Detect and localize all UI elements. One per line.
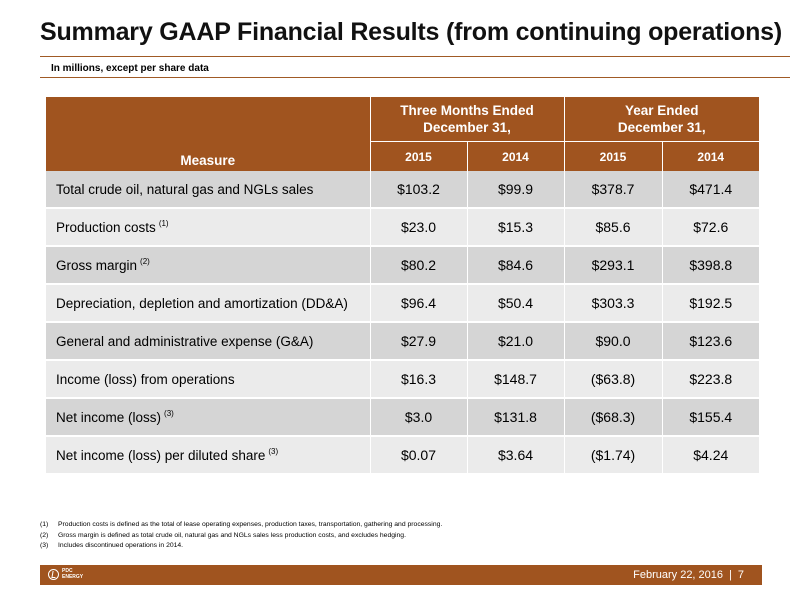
row-label-text: General and administrative expense (G&A)	[56, 333, 314, 349]
cell-value: ($63.8)	[563, 360, 663, 399]
footnotes: (1) Production costs is defined as the t…	[40, 520, 442, 552]
footnote-ref: (1)	[158, 219, 169, 228]
footnote: (2) Gross margin is defined as total cru…	[40, 531, 442, 542]
row-label-text: Depreciation, depletion and amortization…	[56, 295, 348, 311]
footnote-text: Production costs is defined as the total…	[58, 521, 443, 528]
cell-value: $471.4	[661, 171, 760, 209]
cell-value: $4.24	[661, 436, 760, 475]
cell-value: $3.0	[369, 398, 467, 437]
cell-value: $21.0	[466, 322, 565, 361]
footnote-number: (1)	[40, 521, 49, 528]
year-header: 2015	[563, 141, 663, 171]
footnote-ref: (3)	[164, 409, 174, 418]
cell-value: $16.3	[369, 360, 467, 399]
three-months-header: Three Months Ended December 31,	[369, 97, 565, 142]
table-row: Gross margin (2) $80.2 $84.6 $293.1 $398.…	[46, 246, 760, 285]
cell-value: $398.8	[661, 246, 760, 285]
row-label: Net income (loss) (3)	[46, 398, 370, 437]
page-number: 7	[737, 569, 744, 581]
cell-value: $378.7	[563, 171, 663, 209]
logo-text: PDC ENERGY	[62, 568, 83, 580]
year-header: 2014	[661, 141, 760, 171]
row-label: Depreciation, depletion and amortization…	[46, 284, 370, 323]
row-label-text: Gross margin	[56, 258, 138, 273]
cell-value: $148.7	[466, 360, 565, 399]
cell-value: $3.64	[466, 436, 565, 475]
table-row: Production costs (1) $23.0 $15.3 $85.6 $7…	[46, 208, 760, 247]
cell-value: $72.6	[661, 208, 760, 247]
table-row: General and administrative expense (G&A)…	[46, 322, 760, 361]
cell-value: $131.8	[466, 398, 565, 437]
row-label: Income (loss) from operations	[46, 360, 370, 399]
cell-value: $27.9	[369, 322, 467, 361]
footnote-number: (2)	[40, 531, 49, 539]
year-ended-header-text: Year Ended December 31,	[617, 103, 706, 135]
row-label: General and administrative expense (G&A)	[46, 322, 370, 361]
cell-value: ($68.3)	[563, 398, 663, 437]
row-label-text: Net income (loss) per diluted share	[56, 448, 266, 463]
footer-date-page: February 22, 2016 | 7	[633, 569, 744, 581]
footnote-number: (3)	[40, 542, 49, 549]
logo-line: PDC	[62, 568, 73, 574]
row-label-text: Net income (loss)	[56, 410, 162, 425]
footnote-text: Gross margin is defined as total crude o…	[58, 531, 406, 539]
cell-value: $103.2	[369, 171, 467, 209]
table-row: Net income (loss) (3) $3.0 $131.8 ($68.3)…	[46, 398, 760, 437]
footer-bar: PDC ENERGY February 22, 2016 | 7	[40, 565, 762, 585]
row-label-text: Income (loss) from operations	[56, 371, 235, 387]
table-row: Total crude oil, natural gas and NGLs sa…	[46, 171, 760, 209]
logo-mark-icon	[48, 569, 59, 580]
cell-value: $84.6	[466, 246, 565, 285]
table-row: Net income (loss) per diluted share (3) $…	[46, 436, 760, 475]
row-label: Total crude oil, natural gas and NGLs sa…	[46, 171, 370, 209]
page-title: Summary GAAP Financial Results (from con…	[40, 18, 783, 46]
cell-value: $23.0	[369, 208, 467, 247]
footer-date: February 22, 2016	[633, 569, 724, 581]
row-label-text: Production costs	[56, 220, 156, 235]
row-label: Gross margin (2)	[46, 246, 370, 285]
cell-value: $0.07	[369, 436, 467, 475]
footnote: (3) Includes discontinued operations in …	[40, 541, 442, 552]
cell-value: $303.3	[563, 284, 663, 323]
cell-value: $99.9	[466, 171, 565, 209]
cell-value: $90.0	[563, 322, 663, 361]
title-divider	[40, 56, 790, 57]
cell-value: $223.8	[661, 360, 760, 399]
row-label: Production costs (1)	[46, 208, 370, 247]
cell-value: $15.3	[466, 208, 565, 247]
year-ended-header: Year Ended December 31,	[563, 97, 760, 142]
cell-value: $80.2	[369, 246, 467, 285]
logo-line: ENERGY	[62, 574, 84, 580]
three-months-header-text: Three Months Ended December 31,	[400, 103, 534, 135]
pdc-energy-logo: PDC ENERGY	[48, 568, 98, 582]
cell-value: ($1.74)	[563, 436, 663, 475]
footnote-text: Includes discontinued operations in 2014…	[58, 542, 184, 549]
cell-value: $85.6	[563, 208, 663, 247]
row-label-text: Total crude oil, natural gas and NGLs sa…	[56, 181, 314, 197]
measure-header: Measure	[46, 97, 370, 171]
page-subtitle: In millions, except per share data	[51, 63, 209, 74]
cell-value: $293.1	[563, 246, 663, 285]
row-label: Net income (loss) per diluted share (3)	[46, 436, 370, 475]
cell-value: $96.4	[369, 284, 467, 323]
cell-value: $155.4	[661, 398, 760, 437]
footer-separator: |	[729, 569, 732, 581]
financial-results-table: Measure Three Months Ended December 31, …	[46, 97, 760, 475]
table-row: Income (loss) from operations $16.3 $148…	[46, 360, 760, 399]
cell-value: $192.5	[661, 284, 760, 323]
footnote: (1) Production costs is defined as the t…	[40, 520, 442, 531]
footnote-ref: (3)	[268, 447, 279, 456]
year-header: 2015	[369, 141, 467, 171]
table-row: Depreciation, depletion and amortization…	[46, 284, 760, 323]
year-header: 2014	[466, 141, 565, 171]
footnote-ref: (2)	[140, 257, 150, 266]
cell-value: $123.6	[661, 322, 760, 361]
cell-value: $50.4	[466, 284, 565, 323]
subtitle-divider	[40, 77, 790, 78]
